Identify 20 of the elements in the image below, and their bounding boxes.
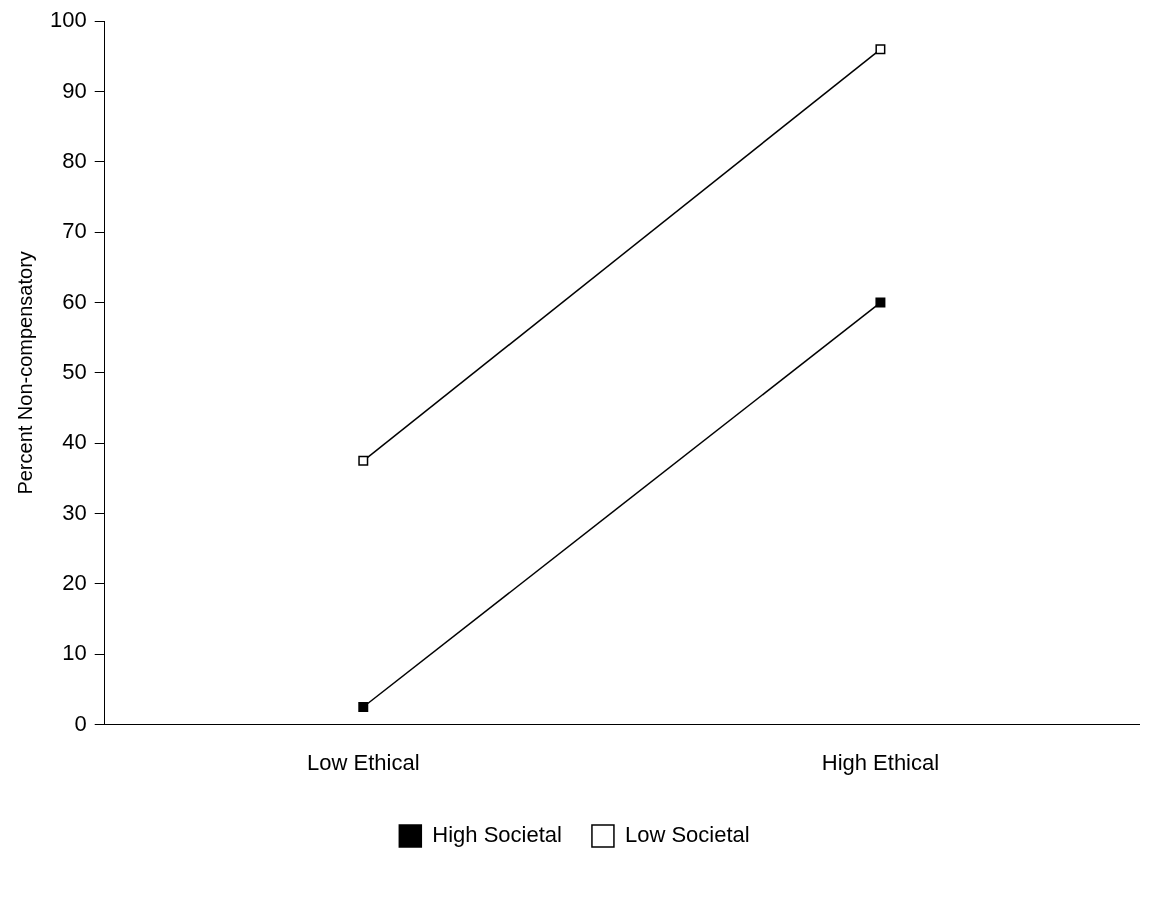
y-tick-label: 30 bbox=[62, 499, 87, 525]
point bbox=[358, 702, 369, 713]
y-tick-label: 20 bbox=[62, 569, 87, 595]
point bbox=[875, 44, 886, 55]
x-tick-label: Low Ethical bbox=[307, 749, 420, 775]
y-tick-label: 0 bbox=[74, 710, 87, 736]
y-tick-label: 40 bbox=[62, 429, 87, 455]
point bbox=[358, 455, 369, 466]
y-tick-label: 90 bbox=[62, 77, 87, 103]
y-axis-title: Percent Non-compensatory bbox=[13, 251, 36, 495]
y-tick-label: 80 bbox=[62, 147, 87, 173]
legend-label: Low Societal bbox=[624, 822, 750, 848]
y-tick-label: 10 bbox=[62, 640, 87, 666]
point bbox=[875, 297, 886, 308]
y-tick-label: 60 bbox=[62, 288, 87, 314]
y-tick-label: 70 bbox=[62, 218, 87, 244]
x-tick-label: High Ethical bbox=[821, 749, 940, 775]
y-tick-label: 50 bbox=[62, 358, 87, 384]
y-tick-label: 100 bbox=[49, 7, 87, 33]
legend-label: High Societal bbox=[432, 822, 562, 848]
